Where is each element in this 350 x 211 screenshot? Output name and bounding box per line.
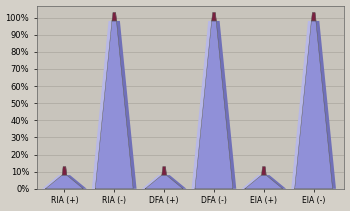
Polygon shape <box>95 21 133 189</box>
Polygon shape <box>142 175 162 189</box>
Polygon shape <box>245 175 283 189</box>
Polygon shape <box>191 21 212 189</box>
Polygon shape <box>62 166 66 175</box>
Polygon shape <box>116 12 117 21</box>
Polygon shape <box>312 12 316 21</box>
Polygon shape <box>162 166 166 175</box>
Polygon shape <box>241 175 261 189</box>
Polygon shape <box>315 12 316 21</box>
Polygon shape <box>66 175 87 189</box>
Polygon shape <box>295 21 332 189</box>
Polygon shape <box>212 12 216 21</box>
Polygon shape <box>291 21 312 189</box>
Polygon shape <box>215 12 217 21</box>
Polygon shape <box>65 166 67 175</box>
Polygon shape <box>92 21 112 189</box>
Polygon shape <box>261 166 266 175</box>
Polygon shape <box>316 21 336 189</box>
Polygon shape <box>195 21 233 189</box>
Polygon shape <box>145 175 183 189</box>
Polygon shape <box>266 175 286 189</box>
Polygon shape <box>42 175 62 189</box>
Polygon shape <box>46 175 83 189</box>
Polygon shape <box>265 166 266 175</box>
Polygon shape <box>112 12 117 21</box>
Polygon shape <box>165 166 167 175</box>
Polygon shape <box>216 21 236 189</box>
Polygon shape <box>166 175 187 189</box>
Polygon shape <box>117 21 136 189</box>
